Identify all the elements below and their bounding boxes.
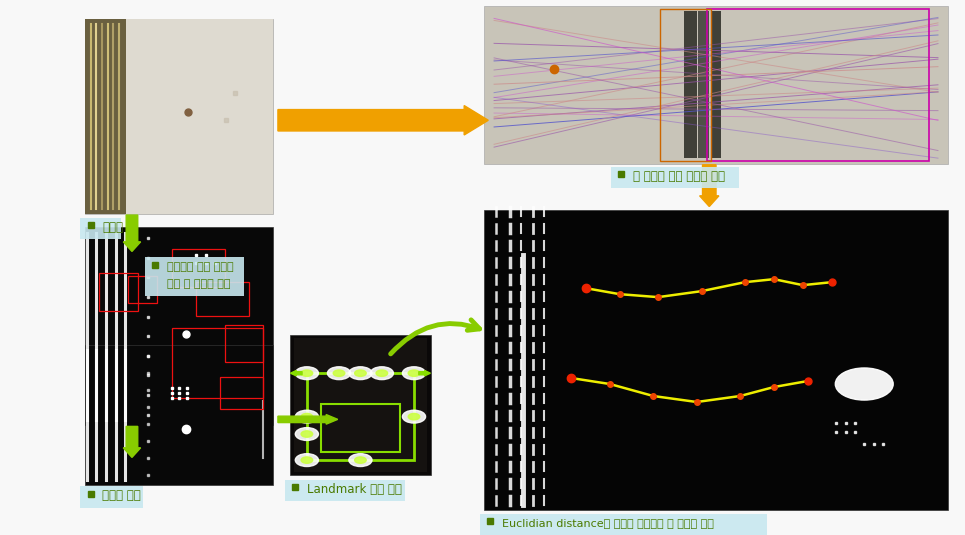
Bar [126, 19, 273, 214]
Bar [85, 19, 126, 214]
Circle shape [836, 368, 894, 400]
Bar [660, 9, 711, 161]
Circle shape [355, 370, 367, 377]
Circle shape [301, 414, 313, 420]
FancyBboxPatch shape [145, 257, 243, 296]
Bar [172, 249, 225, 287]
Text: 처리 및 잡영상 제거: 처리 및 잡영상 제거 [167, 279, 231, 288]
Circle shape [301, 370, 313, 377]
FancyBboxPatch shape [85, 227, 273, 425]
Circle shape [295, 454, 318, 467]
FancyArrowPatch shape [391, 320, 480, 354]
Circle shape [355, 457, 367, 463]
Circle shape [301, 431, 313, 437]
FancyBboxPatch shape [484, 210, 948, 510]
Bar [321, 404, 400, 452]
Text: Euclidian distance를 이용한 방향벡터 및 거리값 추출: Euclidian distance를 이용한 방향벡터 및 거리값 추출 [502, 518, 714, 528]
Text: Landmark 영역 추출: Landmark 영역 추출 [307, 483, 401, 496]
FancyBboxPatch shape [85, 345, 273, 485]
FancyBboxPatch shape [285, 480, 405, 501]
Circle shape [301, 457, 313, 463]
FancyArrow shape [124, 426, 141, 457]
FancyBboxPatch shape [80, 218, 122, 239]
FancyBboxPatch shape [80, 486, 143, 508]
FancyBboxPatch shape [294, 338, 427, 472]
FancyBboxPatch shape [290, 335, 431, 475]
Bar [128, 276, 157, 303]
Bar [307, 373, 414, 460]
Bar [706, 9, 929, 161]
Bar [698, 11, 709, 158]
Text: 원영상: 원영상 [102, 221, 124, 234]
Circle shape [376, 370, 388, 377]
FancyArrow shape [278, 105, 488, 135]
Circle shape [402, 367, 426, 380]
Circle shape [295, 427, 318, 440]
Bar [196, 281, 249, 317]
FancyArrow shape [419, 371, 430, 376]
FancyBboxPatch shape [611, 167, 739, 188]
Circle shape [327, 367, 350, 380]
Circle shape [295, 410, 318, 423]
Circle shape [402, 410, 426, 423]
Circle shape [408, 370, 420, 377]
Bar [225, 325, 263, 362]
FancyArrow shape [124, 215, 141, 251]
Circle shape [333, 370, 345, 377]
FancyBboxPatch shape [85, 19, 273, 214]
Bar [683, 11, 697, 158]
Bar [172, 328, 263, 398]
Text: 중심점 추출: 중심점 추출 [102, 490, 141, 502]
FancyArrow shape [700, 165, 719, 207]
Bar [99, 273, 138, 310]
Circle shape [408, 414, 420, 420]
FancyBboxPatch shape [484, 6, 948, 164]
Circle shape [349, 367, 372, 380]
Circle shape [371, 367, 394, 380]
FancyBboxPatch shape [480, 514, 766, 535]
Bar [220, 377, 263, 409]
Circle shape [295, 367, 318, 380]
FancyArrow shape [290, 371, 302, 376]
Text: 씬 매칭을 통한 특징점 추출: 씬 매칭을 통한 특징점 추출 [633, 170, 725, 183]
Text: 차영상을 통한 라벨링: 차영상을 통한 라벨링 [167, 263, 234, 272]
Circle shape [349, 454, 372, 467]
Bar [711, 11, 721, 158]
FancyArrow shape [278, 415, 338, 424]
